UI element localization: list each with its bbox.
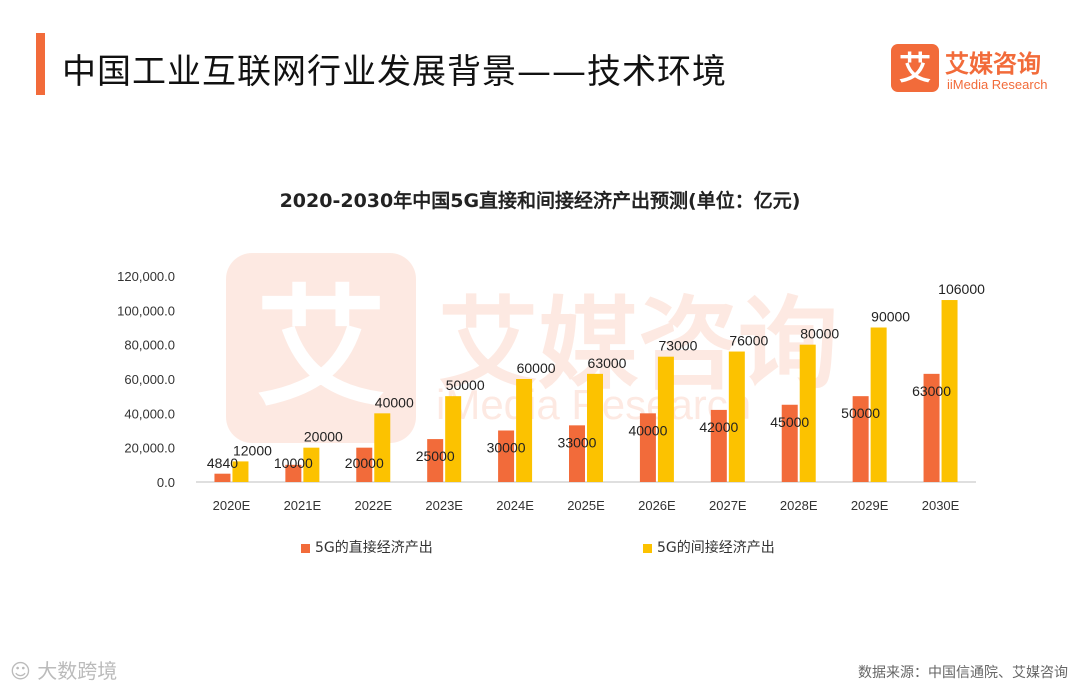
legend-label-indirect: 5G的间接经济产出 <box>657 540 775 556</box>
x-tick-label: 2025E <box>567 498 605 513</box>
bar-indirect <box>941 300 958 482</box>
x-tick-label: 2022E <box>354 498 392 513</box>
y-tick-label: 0.0 <box>157 475 175 490</box>
bar-direct <box>214 473 231 482</box>
y-tick-label: 60,000.0 <box>124 372 175 387</box>
page-title: 中国工业互联网行业发展背景——技术环境 <box>62 52 727 92</box>
data-label-indirect: 90000 <box>871 309 910 325</box>
bar-direct <box>285 464 302 482</box>
legend-item-indirect: 5G的间接经济产出 <box>643 537 775 557</box>
logo-name-en: iiMedia Research <box>947 77 1048 92</box>
title-accent-bar <box>36 33 45 95</box>
logo-icon: 艾 <box>891 44 939 92</box>
bar-indirect <box>303 447 320 482</box>
data-label-direct: 63000 <box>912 383 951 399</box>
data-label-indirect: 80000 <box>800 326 839 342</box>
data-label-direct: 45000 <box>770 414 809 430</box>
bar-direct <box>498 430 515 482</box>
legend-swatch-direct <box>301 543 310 553</box>
data-label-indirect: 50000 <box>446 377 485 393</box>
x-tick-label: 2026E <box>638 498 676 513</box>
data-label-direct: 10000 <box>274 455 313 471</box>
bar-indirect <box>374 413 391 482</box>
bar-indirect <box>445 396 462 482</box>
data-label-direct: 42000 <box>699 419 738 435</box>
x-tick-label: 2020E <box>213 498 251 513</box>
data-label-direct: 4840 <box>207 455 238 471</box>
data-label-direct: 30000 <box>487 440 526 456</box>
bar-direct <box>710 409 727 482</box>
bar-direct <box>356 447 373 482</box>
data-label-indirect: 12000 <box>233 442 272 458</box>
y-tick-label: 100,000.0 <box>117 303 175 318</box>
x-tick-label: 2024E <box>496 498 534 513</box>
legend-item-direct: 5G的直接经济产出 <box>301 537 433 557</box>
data-label-indirect: 73000 <box>658 338 697 354</box>
weibo-icon: ☺ <box>10 659 31 683</box>
data-label-direct: 20000 <box>345 455 384 471</box>
data-label-indirect: 60000 <box>517 360 556 376</box>
legend-label-direct: 5G的直接经济产出 <box>315 540 433 556</box>
bar-direct <box>923 373 940 482</box>
data-label-indirect: 63000 <box>588 355 627 371</box>
data-label-direct: 50000 <box>841 405 880 421</box>
x-tick-label: 2021E <box>284 498 322 513</box>
y-tick-label: 20,000.0 <box>124 441 175 456</box>
bar-direct <box>569 425 585 482</box>
bar-direct <box>427 439 444 482</box>
data-label-direct: 33000 <box>558 434 597 450</box>
data-label-indirect: 106000 <box>938 281 985 297</box>
footer-brand: ☺ 大数跨境 <box>10 655 117 684</box>
bar-direct <box>781 404 798 482</box>
bar-indirect <box>232 461 249 482</box>
bar-direct <box>852 396 869 482</box>
brand-logo: 艾 艾媒咨询 iiMedia Research <box>891 44 1061 94</box>
y-tick-label: 40,000.0 <box>124 406 175 421</box>
logo-name-cn: 艾媒咨询 <box>945 50 1041 78</box>
bar-indirect <box>516 379 533 482</box>
x-tick-label: 2028E <box>780 498 818 513</box>
chart-title: 2020-2030年中国5G直接和间接经济产出预测(单位：亿元) <box>279 190 801 212</box>
footer-brand-text: 大数跨境 <box>37 659 118 683</box>
footer-source: 数据来源：中国信通院、艾媒咨询 <box>858 665 1068 681</box>
data-label-indirect: 76000 <box>729 333 768 349</box>
y-tick-label: 80,000.0 <box>124 338 175 353</box>
bar-indirect <box>657 356 674 482</box>
x-tick-label: 2023E <box>425 498 463 513</box>
bar-indirect <box>799 344 816 482</box>
data-label-direct: 25000 <box>416 448 455 464</box>
data-label-indirect: 40000 <box>375 394 414 410</box>
y-tick-label: 120,000.0 <box>117 269 175 284</box>
bar-indirect <box>870 327 887 482</box>
data-label-indirect: 20000 <box>304 429 343 445</box>
legend-swatch-indirect <box>643 543 652 553</box>
x-tick-label: 2027E <box>709 498 747 513</box>
x-tick-label: 2030E <box>922 498 960 513</box>
bar-indirect <box>728 351 745 482</box>
data-label-direct: 40000 <box>628 422 667 438</box>
bar-direct <box>639 413 656 482</box>
bar-indirect <box>587 373 603 482</box>
x-tick-label: 2029E <box>851 498 889 513</box>
